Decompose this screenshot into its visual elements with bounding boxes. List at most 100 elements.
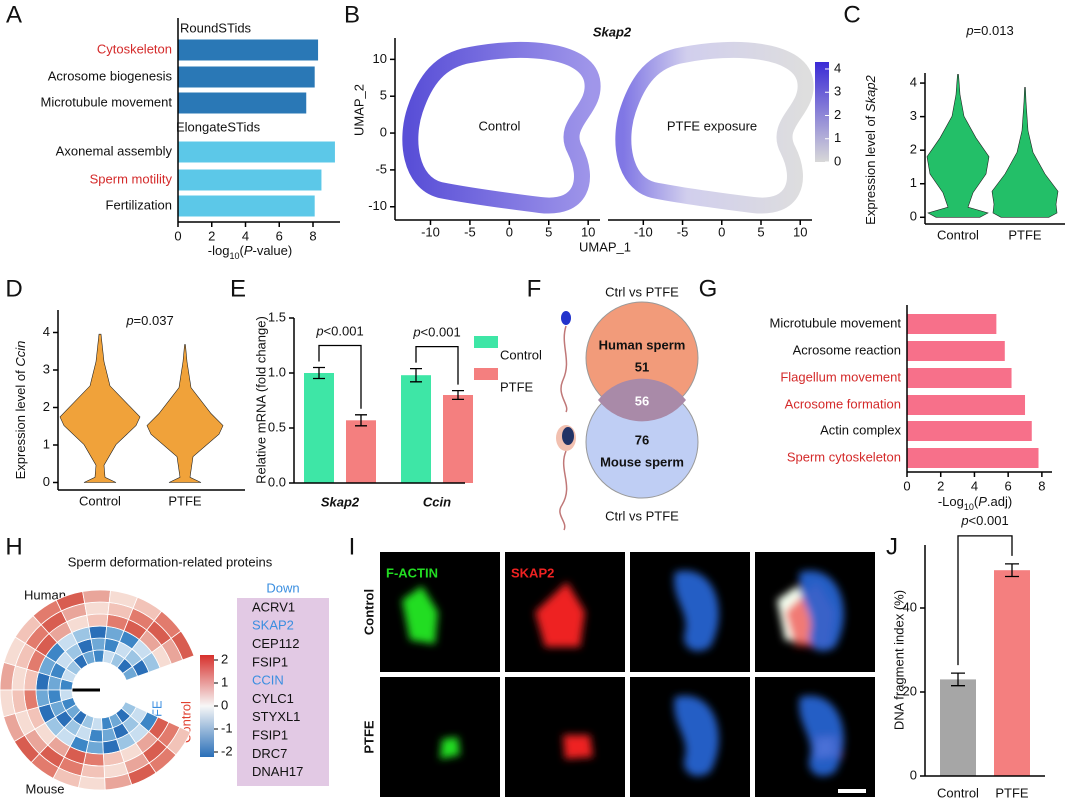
x-tick-label: Control [937,785,979,800]
bar [907,368,1012,388]
y-tick-label: 4 [910,75,917,90]
y-tick-label: 10 [373,51,387,66]
y-tick-label: 1 [910,175,917,190]
colorbar [815,62,829,162]
nucleus-signal [674,695,719,777]
category-label: Microtubule movement [770,315,902,330]
row-label: PTFE [361,720,376,754]
bar [178,141,335,163]
violin-shape [146,344,224,483]
p-value-part: <0.001 [969,513,1009,528]
p-value: p<0.001 [960,513,1008,528]
error-bar [313,366,325,380]
x-tick-label: 4 [242,228,249,243]
protein-name: FSIP1 [252,654,288,669]
x-axis-label-part: -log [208,243,230,258]
protein-name: ACRV1 [252,599,295,614]
violin-shape [59,333,141,483]
y-axis-label-part: Skap2 [863,74,878,112]
list-title: Down [266,580,299,595]
bar [178,39,319,61]
cell-signal [674,570,719,652]
heatmap-cell [35,689,51,708]
category-label: Sperm cytoskeleton [787,449,901,464]
colorbar-tick-label: 0 [221,697,228,712]
colorbar-tick-label: 1 [221,674,228,689]
y-axis-label: Expression level of Ccin [13,341,28,480]
nucleus-signal [799,695,844,777]
p-value-part: p [125,313,133,328]
skap2-signal [535,582,585,647]
p-value: p<0.001 [412,325,460,340]
x-axis-label-part: ( [239,243,244,258]
species-label: Human [24,587,66,602]
x-tick-label: 6 [276,228,283,243]
x-tick-label: 0 [506,224,513,239]
scale-bar [838,789,866,793]
y-tick-label: 40 [903,599,917,614]
venn-count: 51 [635,359,649,374]
group-label: RoundSTids [180,20,252,35]
heatmap-cell [83,752,105,767]
error-bar [1005,563,1019,578]
heatmap-cell [92,649,105,663]
category-label: Acrosome reaction [793,342,901,357]
y-tick-label: 2 [43,399,50,414]
p-value-part: p [412,325,420,340]
significance-bracket [318,344,362,409]
colorbar-tick-label: -1 [221,720,233,735]
colorbar-tick-label: -2 [221,743,233,758]
heatmap-cell [0,689,16,718]
bar [178,169,322,191]
colorbar-tick-label: 1 [834,130,841,145]
legend-swatch [474,368,498,380]
row-label: Control [361,589,376,635]
y-axis-label-part: Expression level of [13,367,28,480]
category-label: Acrosome formation [785,396,901,411]
bar [907,448,1039,468]
bar [907,421,1032,441]
y-tick-label: 1 [43,436,50,451]
cell-signal [563,735,593,759]
panel-letter: A [6,1,22,28]
category-label: Acrosome biogenesis [48,68,173,83]
venn-set-label: Human sperm [599,337,686,352]
panel-letter: F [527,275,542,302]
umap-cloud [615,41,814,214]
heatmap-cell [90,637,106,652]
category-label: Cytoskeleton [97,41,172,56]
protein-name: CEP112 [252,636,299,651]
panel-letter: D [5,275,22,302]
actin-signal [440,737,460,759]
error-bar [951,672,965,687]
protein-name: DRC7 [252,746,287,761]
bar [907,341,1005,361]
x-axis-label-part: -value) [252,243,292,258]
heatmap-cell [82,589,111,604]
y-tick-label: 1.0 [268,364,286,379]
venn-set-label: Mouse sperm [600,454,684,469]
micrograph [380,552,500,672]
umap-panel-label: Control [479,118,521,133]
y-axis-label: Expression level of Skap2 [863,74,878,224]
x-tick-label: 4 [971,478,978,493]
heatmap-title: Sperm deformation-related proteins [68,554,273,569]
x-tick-label: 8 [309,228,316,243]
colorbar-tick-label: 3 [834,84,841,99]
y-tick-label: 20 [903,683,917,698]
heatmap-cell [85,740,104,755]
x-tick-label: 2 [937,478,944,493]
x-axis-label-part: 10 [229,251,239,261]
panel-letter: E [230,275,246,302]
cell-signal [674,695,719,777]
colorbar-tick-label: 0 [834,153,841,168]
bar [907,395,1026,415]
heatmap-colorbar [200,655,214,757]
y-tick-label: 0 [910,209,917,224]
protein-name: DNAH17 [252,764,303,779]
category-label: Microtubule movement [41,94,173,109]
skap2-signal [563,735,593,759]
x-axis-label-part: .adj) [987,494,1012,509]
error-bar [355,414,367,427]
